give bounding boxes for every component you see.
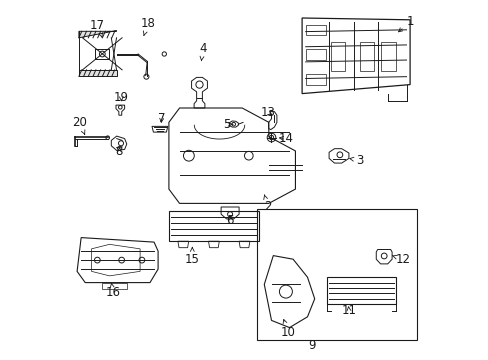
Text: 3: 3 xyxy=(349,154,363,167)
Text: 10: 10 xyxy=(281,319,295,339)
Text: 2: 2 xyxy=(263,195,271,213)
Polygon shape xyxy=(79,31,116,38)
Text: 17: 17 xyxy=(90,19,105,37)
Text: 15: 15 xyxy=(184,247,199,266)
Text: 7: 7 xyxy=(158,112,165,125)
Text: 14: 14 xyxy=(278,132,293,145)
Text: 8: 8 xyxy=(115,145,122,158)
Text: 6: 6 xyxy=(226,214,233,227)
Text: 4: 4 xyxy=(199,42,206,61)
Text: 19: 19 xyxy=(114,91,129,104)
Bar xyxy=(359,42,373,71)
Text: 9: 9 xyxy=(308,339,315,352)
Text: 13: 13 xyxy=(260,106,275,119)
Text: 5: 5 xyxy=(223,118,232,131)
Text: 11: 11 xyxy=(341,304,356,317)
Bar xyxy=(257,209,416,340)
Text: 16: 16 xyxy=(105,283,121,299)
Text: 12: 12 xyxy=(392,253,409,266)
Polygon shape xyxy=(79,70,116,76)
Bar xyxy=(305,49,325,59)
Text: 1: 1 xyxy=(398,15,414,32)
Bar xyxy=(305,75,325,85)
Bar xyxy=(330,42,345,71)
Bar xyxy=(381,42,395,71)
Text: 18: 18 xyxy=(140,17,155,35)
Bar xyxy=(305,24,325,35)
Text: 20: 20 xyxy=(72,116,87,134)
